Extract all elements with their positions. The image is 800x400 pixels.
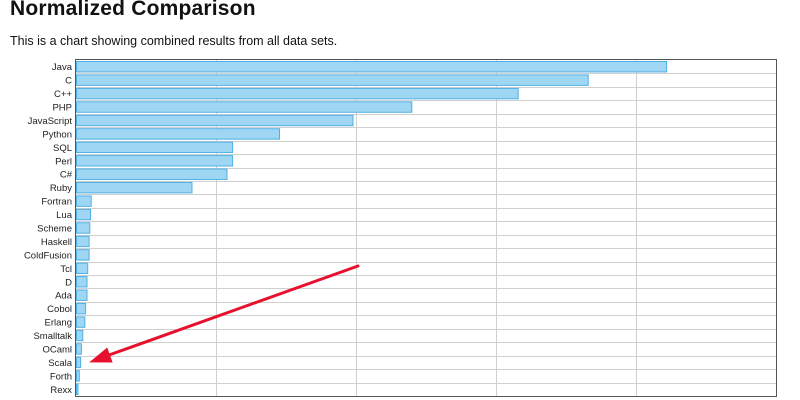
category-label-cobol: Cobol	[47, 304, 72, 315]
category-label-erlang: Erlang	[45, 318, 72, 329]
page-title: Normalized Comparison	[10, 0, 256, 20]
bars	[76, 61, 668, 395]
bar-ocaml	[76, 343, 82, 355]
chart-description: This is a chart showing combined results…	[10, 34, 338, 48]
category-label-ocaml: OCaml	[42, 344, 72, 355]
category-label-c: C#	[60, 170, 73, 181]
category-label-lua: Lua	[56, 210, 73, 221]
category-label-python: Python	[42, 129, 72, 140]
category-label-scheme: Scheme	[37, 224, 72, 235]
bar-erlang	[76, 316, 86, 328]
category-label-d: D	[65, 277, 72, 288]
bar-smalltalk	[76, 329, 84, 342]
bar-scheme	[76, 222, 91, 234]
annotation-arrow-head	[89, 347, 113, 363]
category-label-tcl: Tcl	[60, 264, 72, 275]
category-label-javascript: JavaScript	[28, 116, 73, 127]
bar-lua	[76, 208, 91, 221]
bar-python	[76, 128, 280, 140]
category-label-perl: Perl	[55, 156, 72, 167]
bar-tcl	[76, 262, 89, 275]
category-labels: Java C C++ PHP JavaScript Python SQL Perl C# Ruby…	[24, 62, 73, 396]
gridlines	[76, 60, 777, 396]
category-label-fortran: Fortran	[41, 197, 72, 208]
category-label-sql: SQL	[53, 143, 72, 154]
category-label-coldfusion: ColdFusion	[24, 250, 72, 261]
bar-java	[76, 61, 668, 73]
bar-c	[76, 74, 589, 86]
bar-scala	[76, 356, 82, 369]
bar-coldfusion	[76, 249, 90, 261]
category-label-c: C	[65, 76, 72, 87]
bar-ruby	[76, 181, 193, 194]
category-label-forth: Forth	[50, 371, 72, 382]
category-label-ada: Ada	[55, 291, 73, 302]
bar-forth	[76, 370, 80, 382]
bar-rexx	[76, 383, 79, 395]
category-label-java: Java	[52, 62, 73, 73]
bar-fortran	[76, 195, 92, 207]
category-label-ruby: Ruby	[50, 183, 72, 194]
category-label-scala: Scala	[48, 358, 72, 369]
annotations	[89, 264, 360, 363]
bar-ada	[76, 289, 88, 301]
category-label-c: C++	[54, 89, 72, 100]
annotation-arrow-shaft	[103, 264, 360, 358]
bar-haskell	[76, 235, 90, 248]
bar-d	[76, 276, 88, 288]
category-label-smalltalk: Smalltalk	[33, 331, 72, 342]
bar-c	[76, 168, 228, 180]
bar-javascript	[76, 114, 354, 127]
plot-area	[75, 59, 777, 397]
category-label-haskell: Haskell	[41, 237, 72, 248]
bar-php	[76, 101, 413, 113]
category-label-php: PHP	[52, 103, 72, 114]
category-label-rexx: Rexx	[50, 385, 72, 396]
bar-perl	[76, 155, 234, 167]
bar-sql	[76, 141, 234, 154]
bar-cobol	[76, 302, 87, 315]
bar-c	[76, 87, 519, 100]
